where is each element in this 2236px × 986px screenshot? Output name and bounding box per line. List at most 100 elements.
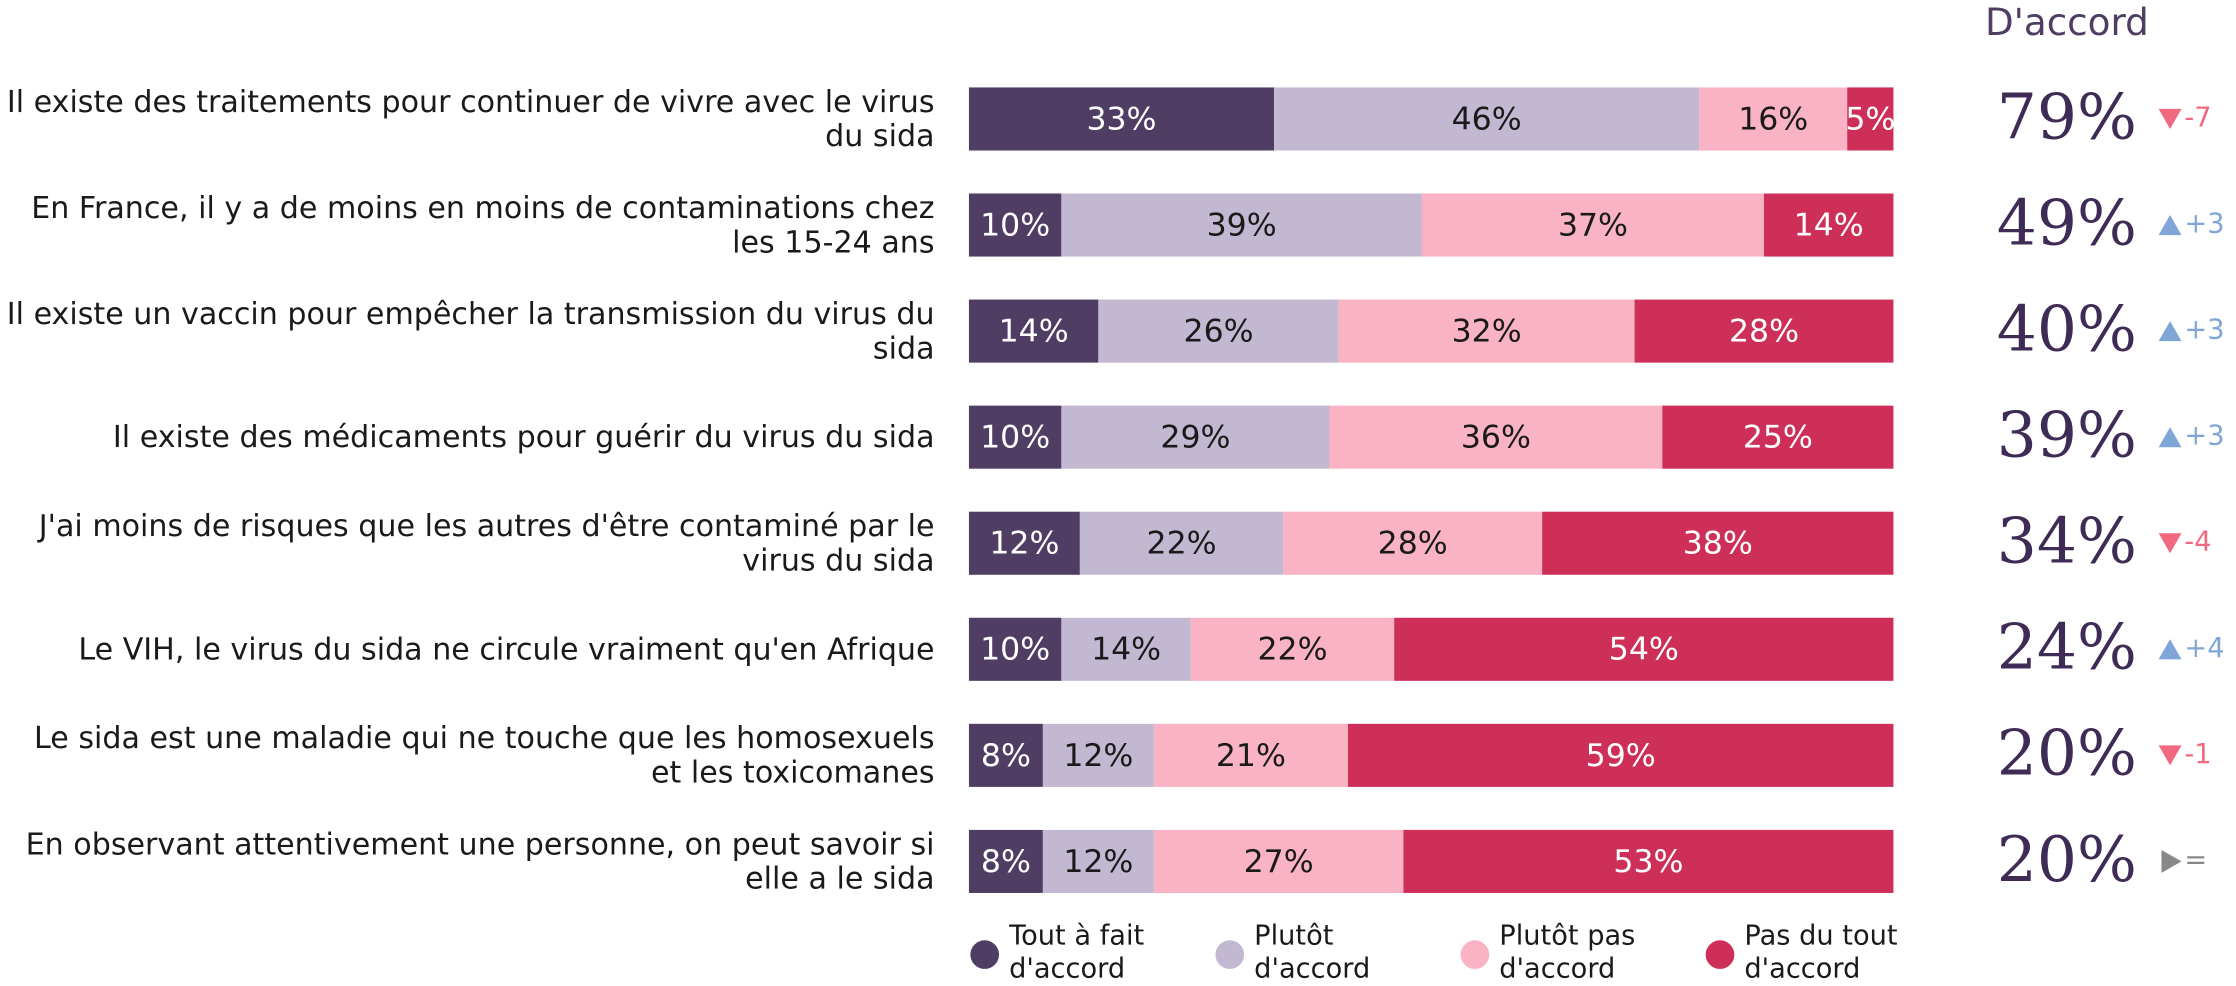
bar-segment xyxy=(968,723,1043,787)
data-label: 36% xyxy=(1461,420,1531,456)
change-label: -7 xyxy=(2184,102,2211,133)
data-label: 14% xyxy=(1794,207,1864,243)
bar-segment xyxy=(1153,829,1404,893)
legend-swatch xyxy=(1460,940,1490,969)
data-label: 53% xyxy=(1613,844,1683,880)
bar-segment xyxy=(1847,87,1894,151)
bar-segment xyxy=(968,829,1043,893)
bar-segment xyxy=(968,617,1062,681)
bar-segment xyxy=(1329,405,1663,469)
bar-segment xyxy=(968,299,1099,363)
change-arrow xyxy=(2158,321,2182,342)
category-label: Il existe un vaccin pour empêcher la tra… xyxy=(6,296,935,366)
change-label: = xyxy=(2184,845,2207,876)
legend-label: Plutôt d'accord xyxy=(1254,920,1371,985)
category-label: Il existe des médicaments pour guérir du… xyxy=(112,419,935,455)
bar-segment xyxy=(1061,405,1330,469)
legend-swatch xyxy=(1215,940,1245,969)
bar-segment xyxy=(1283,511,1543,575)
bar-segment xyxy=(968,405,1062,469)
bar-segment xyxy=(1699,87,1848,151)
agree-total: 24% xyxy=(1997,610,2137,684)
agree-title: D'accord xyxy=(1985,0,2149,44)
data-label: 16% xyxy=(1738,101,1808,137)
change-label: +3 xyxy=(2184,209,2224,240)
legend-swatch xyxy=(970,940,1000,969)
bar-segment xyxy=(1153,723,1348,787)
category-label: Le VIH, le virus du sida ne circule vrai… xyxy=(78,632,935,667)
agree-total: 40% xyxy=(1997,291,2137,365)
data-label: 10% xyxy=(980,632,1050,668)
bar-segment xyxy=(1764,193,1894,257)
change-label: +3 xyxy=(2184,421,2224,452)
category-label: J'ai moins de risques que les autres d'ê… xyxy=(38,508,935,578)
category-label: En France, il y a de moins en moins de c… xyxy=(31,190,935,260)
change-arrow xyxy=(2158,745,2182,766)
bar-segment xyxy=(1274,87,1700,151)
data-label: 12% xyxy=(1063,738,1133,774)
category-label: Il existe des traitements pour continuer… xyxy=(6,84,935,154)
bar-segment xyxy=(1394,617,1894,681)
bar-segment xyxy=(1662,405,1894,469)
data-label: 14% xyxy=(999,314,1069,350)
data-label: 12% xyxy=(1063,844,1133,880)
agree-total: 79% xyxy=(1997,79,2137,153)
data-label: 8% xyxy=(981,844,1031,880)
change-label: +3 xyxy=(2184,315,2224,346)
bar-segment xyxy=(1542,511,1894,575)
data-label: 22% xyxy=(1147,526,1217,562)
bar-segment xyxy=(968,87,1275,151)
agree-total: 20% xyxy=(1997,716,2137,790)
change-arrow xyxy=(2161,849,2182,873)
bar-segment xyxy=(1347,723,1894,787)
bar-segment xyxy=(1634,299,1894,363)
data-label: 25% xyxy=(1743,420,1813,456)
data-label: 22% xyxy=(1257,632,1327,668)
data-label: 10% xyxy=(980,207,1050,243)
change-arrow xyxy=(2158,108,2182,129)
bar-segment xyxy=(1403,829,1894,893)
data-label: 39% xyxy=(1207,207,1277,243)
bar-segment xyxy=(968,511,1080,575)
bar-segment xyxy=(1190,617,1395,681)
change-label: +4 xyxy=(2184,633,2224,664)
change-arrow xyxy=(2158,427,2182,448)
legend-swatch xyxy=(1705,940,1735,969)
change-label: -4 xyxy=(2184,527,2211,558)
data-label: 10% xyxy=(980,420,1050,456)
bar-segment xyxy=(1061,193,1422,257)
bar-segment xyxy=(1338,299,1635,363)
bar-segment xyxy=(1061,617,1191,681)
data-label: 32% xyxy=(1452,314,1522,350)
data-label: 28% xyxy=(1378,526,1448,562)
data-label: 27% xyxy=(1244,844,1314,880)
bar-segment xyxy=(1042,829,1154,893)
data-label: 5% xyxy=(1845,101,1895,137)
category-label: Le sida est une maladie qui ne touche qu… xyxy=(34,720,935,790)
bar-segment xyxy=(1079,511,1284,575)
bar-segment xyxy=(1421,193,1765,257)
agree-total: 49% xyxy=(1997,185,2137,259)
bar-segment xyxy=(1098,299,1339,363)
legend-label: Plutôt pas d'accord xyxy=(1499,920,1636,985)
change-arrow xyxy=(2158,214,2182,236)
agree-total: 20% xyxy=(1997,822,2137,896)
data-label: 54% xyxy=(1609,632,1679,668)
data-label: 37% xyxy=(1558,207,1628,243)
data-label: 33% xyxy=(1086,101,1156,137)
data-label: 12% xyxy=(989,526,1059,562)
data-label: 21% xyxy=(1216,738,1286,774)
data-label: 8% xyxy=(981,738,1031,774)
change-label: -1 xyxy=(2184,739,2211,770)
bar-segment xyxy=(1042,723,1154,787)
agree-total: 39% xyxy=(1997,398,2137,472)
bar-segment xyxy=(968,193,1062,257)
change-arrow xyxy=(2158,639,2182,660)
change-arrow xyxy=(2158,533,2182,554)
data-label: 46% xyxy=(1452,101,1522,137)
data-label: 14% xyxy=(1091,632,1161,668)
data-label: 26% xyxy=(1184,314,1254,350)
data-label: 38% xyxy=(1683,526,1753,562)
